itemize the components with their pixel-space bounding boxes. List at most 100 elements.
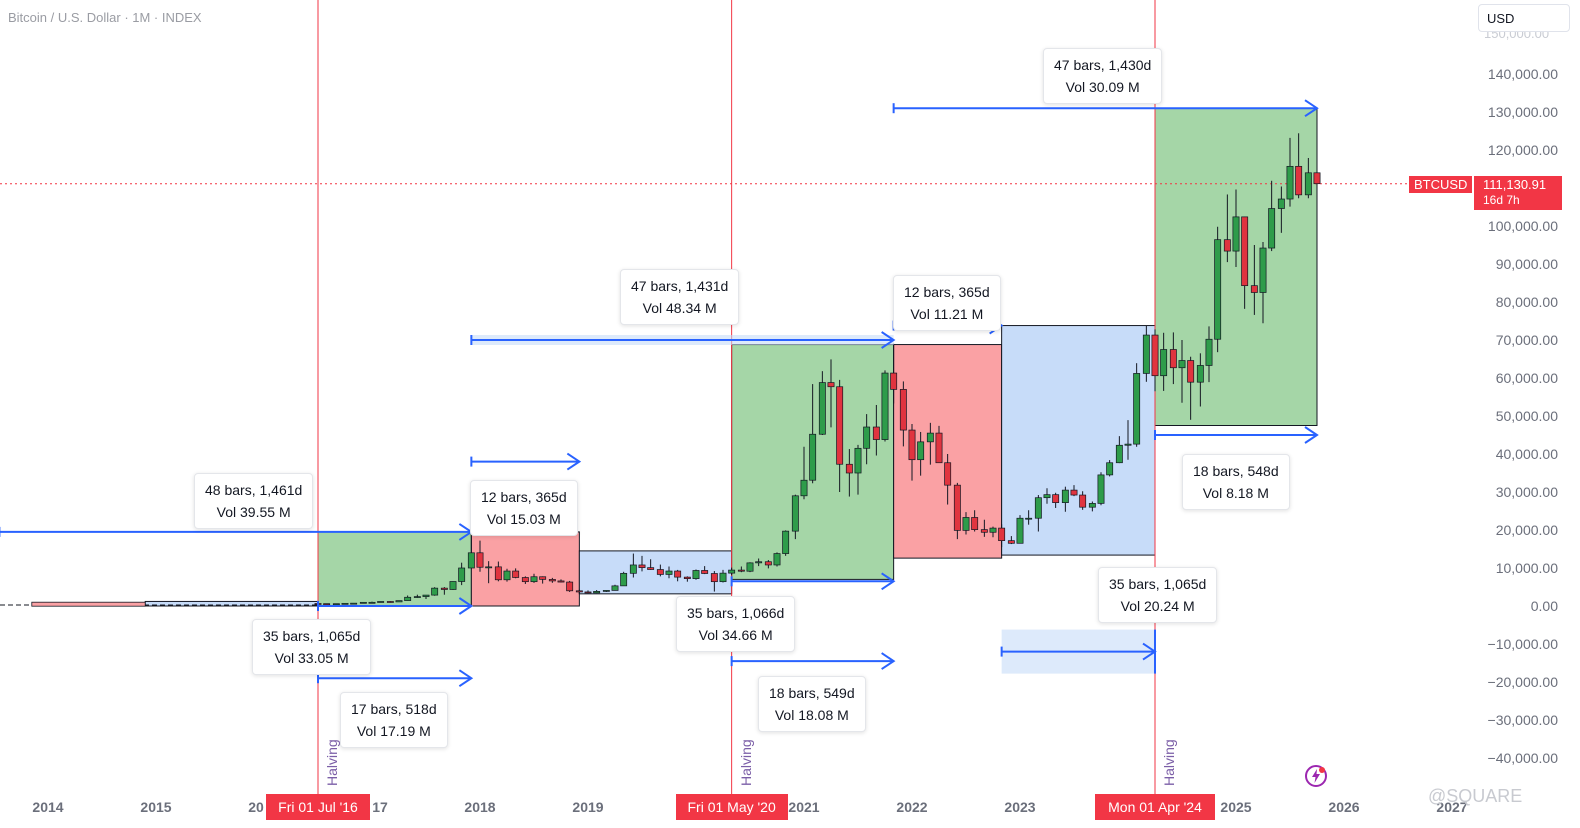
candle-body-80 — [1034, 497, 1042, 519]
candle-body-83 — [1061, 489, 1069, 503]
price-tick-17: −40,000.00 — [1488, 750, 1559, 766]
measure-box[interactable]: 47 bars, 1,430d Vol 30.09 M — [1043, 48, 1163, 104]
halving-label: Halving — [324, 739, 340, 786]
candle-body-53 — [791, 495, 799, 532]
measure-bars: 12 bars, 365d — [481, 489, 567, 505]
candle-body-5 — [359, 601, 367, 604]
zone-blue-2 — [578, 550, 733, 595]
price-tick-0: 140,000.00 — [1488, 66, 1558, 82]
price-tick-6: 70,000.00 — [1496, 332, 1558, 348]
candle-body-30 — [584, 591, 592, 594]
candle-body-49 — [755, 561, 763, 564]
measure-box[interactable]: 18 bars, 549d Vol 18.08 M — [758, 676, 866, 732]
time-label-8: 2023 — [1004, 799, 1035, 815]
candle-body-10 — [404, 596, 412, 601]
candle-body-34 — [620, 572, 628, 587]
candle-body-44 — [710, 573, 718, 583]
time-label-4: 2018 — [464, 799, 495, 815]
candle-body-99 — [1205, 338, 1213, 366]
measure-box[interactable]: 48 bars, 1,461d Vol 39.55 M — [194, 473, 314, 529]
zone-green-0 — [317, 531, 472, 607]
measure-bars: 18 bars, 548d — [1193, 463, 1279, 479]
candle-body-13 — [431, 587, 439, 596]
range-arrowhead-2 — [458, 669, 474, 688]
candle-body-9 — [395, 600, 403, 603]
measure-box[interactable]: 35 bars, 1,065d Vol 20.24 M — [1098, 567, 1218, 623]
candle-body-19 — [485, 566, 493, 569]
time-label-0: 2014 — [32, 799, 63, 815]
candle-body-102 — [1232, 216, 1240, 252]
measure-box[interactable]: 18 bars, 548d Vol 8.18 M — [1182, 454, 1290, 510]
time-label-6: 2021 — [788, 799, 819, 815]
candle-body-58 — [836, 386, 844, 465]
currency-button[interactable]: USD — [1478, 4, 1570, 32]
watermark: @SQUARE — [1428, 786, 1523, 806]
candle-body-12 — [422, 594, 430, 597]
candle-body-104 — [1250, 285, 1258, 293]
range-arrowhead-3 — [566, 452, 582, 471]
measure-box[interactable]: 12 bars, 365d Vol 11.21 M — [893, 275, 1001, 331]
candle-body-39 — [665, 570, 673, 575]
lightning-icon[interactable] — [1304, 764, 1328, 788]
candle-body-40 — [674, 570, 682, 578]
cycle-zones — [144, 107, 1318, 607]
candle-body-56 — [818, 382, 826, 435]
candle-body-45 — [719, 572, 727, 583]
price-tick-13: 0.00 — [1531, 598, 1558, 614]
candle-body-107 — [1277, 198, 1285, 209]
candle-body-79 — [1025, 517, 1033, 520]
candle-body-55 — [809, 433, 817, 481]
zone-blue-5 — [1001, 325, 1156, 556]
candle-body-7 — [377, 601, 385, 603]
candle-body-105 — [1259, 247, 1267, 293]
price-tick-12: 10,000.00 — [1496, 560, 1558, 576]
measure-bars: 17 bars, 518d — [351, 701, 437, 717]
measure-box[interactable]: 47 bars, 1,431d Vol 48.34 M — [620, 269, 740, 325]
halving-label: Halving — [737, 739, 754, 786]
price-badge: 111,130.91 16d 7h — [1474, 176, 1562, 210]
measure-volume: Vol 30.09 M — [1065, 79, 1140, 95]
candle-body-27 — [557, 580, 565, 583]
candle-body-15 — [449, 581, 457, 590]
time-label-9: 2025 — [1220, 799, 1251, 815]
price-scale-ticks: 150,000.00140,000.00130,000.00120,000.00… — [1484, 26, 1558, 766]
candle-body-97 — [1187, 360, 1195, 383]
measure-box[interactable]: 35 bars, 1,065d Vol 33.05 M — [252, 619, 372, 675]
range-arrowhead-9 — [1304, 99, 1319, 118]
candle-body-66 — [908, 429, 916, 461]
candle-body-21 — [503, 570, 511, 581]
candle-body-91 — [1133, 373, 1141, 445]
candle-body-57 — [827, 382, 835, 388]
candle-body-75 — [989, 527, 997, 533]
measure-box[interactable]: 12 bars, 365d Vol 15.03 M — [470, 480, 578, 536]
candle-body-111 — [1313, 172, 1321, 185]
candle-body-78 — [1016, 517, 1024, 544]
price-tick-16: −30,000.00 — [1488, 712, 1559, 728]
time-label-2: 20 — [248, 799, 264, 815]
measure-volume: Vol 18.08 M — [774, 707, 849, 723]
candle-body-47 — [737, 569, 745, 572]
measure-bars: 48 bars, 1,461d — [205, 482, 303, 498]
range-arrowhead-6 — [881, 652, 896, 670]
candle-body-54 — [800, 479, 808, 497]
measure-box[interactable]: 17 bars, 518d Vol 17.19 M — [340, 692, 448, 748]
candle-body-110 — [1304, 172, 1312, 196]
candle-body-98 — [1196, 365, 1204, 383]
halving-date-badge: Mon 01 Apr '24 — [1095, 794, 1215, 820]
measure-volume: Vol 17.19 M — [356, 723, 431, 739]
candlesticks — [314, 126, 1321, 606]
range-arrows — [0, 99, 1319, 688]
candle-body-16 — [458, 567, 466, 582]
price-tick-3: 100,000.00 — [1488, 218, 1558, 234]
measure-box[interactable]: 35 bars, 1,066d Vol 34.66 M — [676, 596, 796, 652]
price-tick-5: 80,000.00 — [1496, 294, 1558, 310]
measure-bars: 18 bars, 549d — [769, 685, 855, 701]
candle-body-108 — [1286, 165, 1294, 200]
price-countdown: 16d 7h — [1483, 193, 1520, 207]
candle-body-41 — [683, 576, 691, 579]
candle-body-50 — [764, 561, 772, 566]
candle-body-100 — [1214, 239, 1222, 340]
candle-body-26 — [548, 579, 556, 582]
time-axis-labels: 2014 2015 20 17 2018 2019 2021 2022 2023 2025 2026… — [32, 799, 1467, 815]
